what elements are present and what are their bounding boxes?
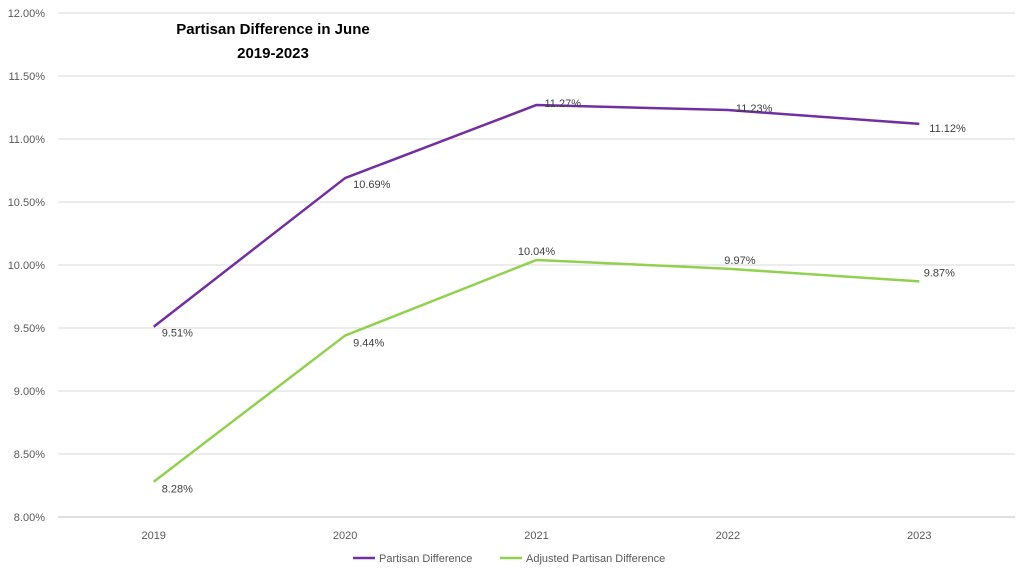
series-0: 9.51% 10.69% 11.27% 11.23% 11.12%	[152, 98, 966, 340]
y-tick-label: 10.50%	[8, 197, 46, 209]
data-label: 8.28%	[162, 484, 193, 496]
legend: Partisan Difference Adjusted Partisan Dif…	[353, 553, 665, 565]
series-line	[152, 103, 920, 328]
y-tick-label: 10.00%	[8, 260, 46, 272]
x-tick-label: 2020	[333, 530, 357, 542]
legend-label: Partisan Difference	[379, 553, 472, 565]
x-tick-label: 2022	[716, 530, 740, 542]
x-axis: 2019 2020 2021 2022 2023	[141, 530, 931, 542]
data-label: 9.97%	[724, 255, 755, 267]
chart-title-line2: 2019-2023	[237, 45, 309, 62]
data-label: 11.23%	[736, 103, 773, 115]
y-axis: 8.00% 8.50% 9.00% 9.50% 10.00% 10.50% 11.00% 11…	[8, 8, 46, 524]
data-label: 9.87%	[924, 267, 955, 279]
y-tick-label: 9.00%	[14, 386, 45, 398]
data-label: 9.44%	[353, 338, 384, 350]
x-tick-label: 2019	[141, 530, 165, 542]
x-tick-label: 2021	[524, 530, 548, 542]
y-tick-label: 11.50%	[9, 71, 46, 83]
series-line	[152, 258, 920, 483]
x-tick-label: 2023	[907, 530, 931, 542]
gridlines	[58, 12, 1015, 518]
chart-title-line1: Partisan Difference in June	[176, 21, 369, 38]
y-tick-label: 9.50%	[14, 323, 45, 335]
series: 9.51% 10.69% 11.27% 11.23% 11.12% 8.28% 9.44% 1…	[152, 98, 966, 496]
y-tick-label: 11.00%	[9, 134, 46, 146]
data-label: 9.51%	[162, 328, 193, 340]
data-label: 11.12%	[929, 123, 966, 135]
data-label: 11.27%	[545, 98, 582, 110]
y-tick-label: 8.00%	[14, 512, 45, 524]
legend-label: Adjusted Partisan Difference	[526, 553, 665, 565]
series-1: 8.28% 9.44% 10.04% 9.97% 9.87%	[152, 246, 955, 496]
data-label: 10.69%	[353, 179, 391, 191]
data-label: 10.04%	[518, 246, 556, 258]
y-tick-label: 8.50%	[14, 449, 45, 461]
y-tick-label: 12.00%	[8, 8, 46, 20]
